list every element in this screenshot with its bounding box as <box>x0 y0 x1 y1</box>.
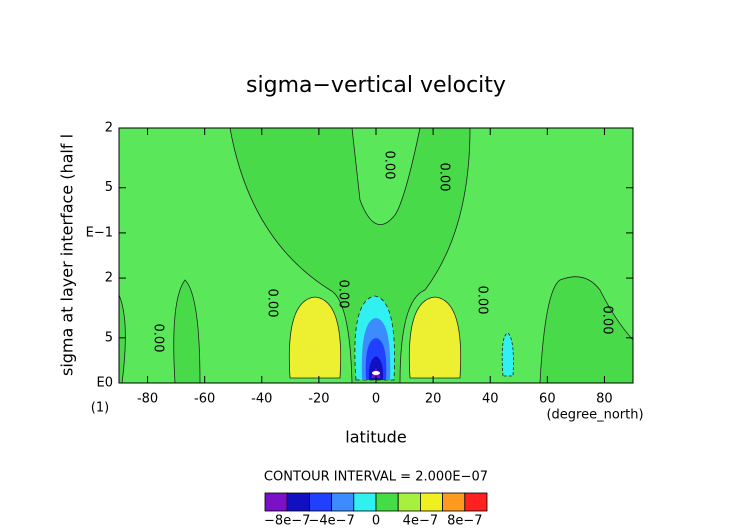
field-region <box>288 296 342 379</box>
y-tick-label: 2 <box>105 271 113 286</box>
field-region <box>408 296 462 379</box>
y-tick-label: 5 <box>105 180 113 195</box>
contour-field <box>118 127 634 384</box>
colorbar-tick-label: 4e−7 <box>403 514 438 529</box>
x-tick-label: -20 <box>308 392 329 407</box>
field-region <box>501 332 514 377</box>
contour-label: 0.00 <box>265 289 280 318</box>
y-tick-label: E−1 <box>86 225 113 240</box>
colorbar-box <box>331 492 355 512</box>
x-tick-label: -40 <box>251 392 272 407</box>
contour-label: 0.00 <box>475 286 490 315</box>
colorbar-box <box>464 492 488 512</box>
colorbar-box <box>419 492 443 512</box>
contour-label: 0.00 <box>437 163 452 192</box>
x-axis-label: latitude <box>345 428 406 447</box>
field-region <box>372 371 380 375</box>
colorbar-tick-label: 0 <box>372 514 380 529</box>
y-axis-label: sigma at layer interface (half l <box>58 134 77 376</box>
field-region <box>173 279 201 384</box>
colorbar-box <box>308 492 332 512</box>
colorbar-tick-label: −8e−7 <box>264 514 310 529</box>
y-axis-unit: (1) <box>91 401 109 416</box>
contour-label: 0.00 <box>382 151 397 180</box>
contour-label: 0.00 <box>600 306 615 335</box>
x-tick-label: 40 <box>482 392 499 407</box>
colorbar-tick-label: 8e−7 <box>447 514 482 529</box>
colorbar-box <box>397 492 421 512</box>
contour-label: 0.00 <box>151 324 166 353</box>
colorbar-box <box>353 492 377 512</box>
colorbar-box <box>375 492 399 512</box>
chart-title: sigma−vertical velocity <box>246 73 506 98</box>
y-tick-label: 5 <box>105 330 113 345</box>
y-tick-label: E0 <box>97 376 114 391</box>
x-tick-label: 0 <box>372 392 380 407</box>
x-axis-unit: (degree_north) <box>546 408 643 423</box>
colorbar-box <box>442 492 466 512</box>
x-tick-label: 20 <box>425 392 442 407</box>
x-tick-label: 80 <box>596 392 613 407</box>
colorbar-box <box>286 492 310 512</box>
x-tick-label: 60 <box>539 392 556 407</box>
contour-label: 0.00 <box>336 280 351 309</box>
y-tick-label: 2 <box>105 121 113 136</box>
colorbar-tick-label: −4e−7 <box>308 514 354 529</box>
x-tick-label: -80 <box>137 392 158 407</box>
colorbar-box <box>264 492 288 512</box>
contour-interval: CONTOUR INTERVAL = 2.000E−07 <box>264 470 488 485</box>
x-tick-label: -60 <box>194 392 215 407</box>
